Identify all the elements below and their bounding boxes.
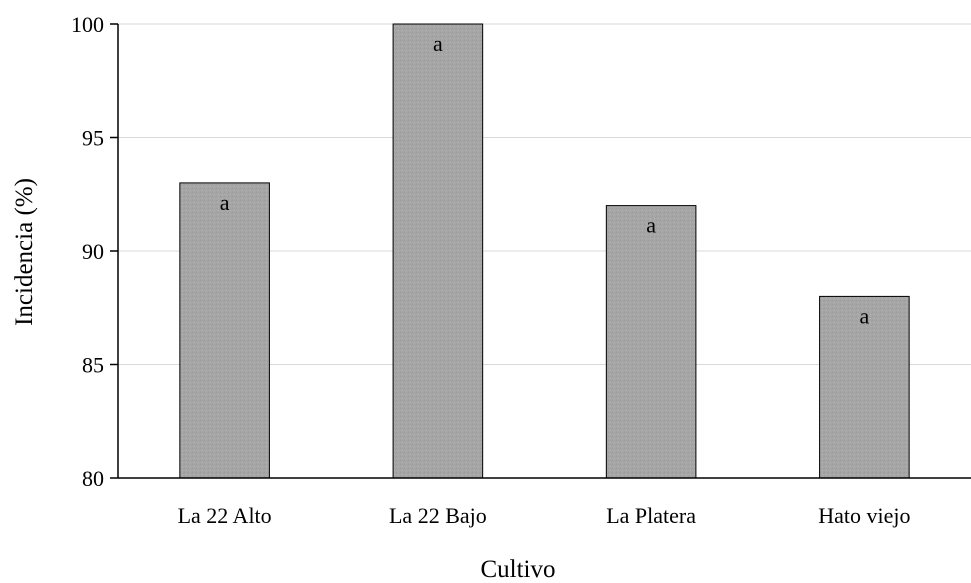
- bar: [392, 23, 484, 479]
- bar: [605, 205, 697, 479]
- bar: [179, 182, 270, 479]
- y-axis-title: Incidencia (%): [11, 178, 38, 326]
- x-tick-label: La 22 Alto: [178, 503, 272, 528]
- bar-data-label: a: [220, 190, 230, 215]
- x-tick-label: La 22 Bajo: [389, 503, 487, 528]
- y-tick-label: 95: [82, 126, 104, 151]
- y-tick-label: 100: [71, 12, 104, 37]
- bar-data-label: a: [859, 303, 869, 328]
- y-tick-label: 90: [82, 239, 104, 264]
- y-tick-labels: 80 85 90 95 100: [71, 12, 118, 491]
- bar-data-label: a: [433, 31, 443, 56]
- bar-data-label: a: [646, 213, 656, 238]
- bar-labels: a a a a: [220, 31, 870, 328]
- y-tick-label: 85: [82, 353, 104, 378]
- bar: [819, 295, 910, 479]
- x-tick-label: Hato viejo: [818, 503, 910, 528]
- x-tick-labels: La 22 Alto La 22 Bajo La Platera Hato viejo: [178, 503, 911, 528]
- x-axis-title: Cultivo: [480, 556, 555, 583]
- x-tick-label: La Platera: [606, 503, 696, 528]
- y-tick-label: 80: [82, 466, 104, 491]
